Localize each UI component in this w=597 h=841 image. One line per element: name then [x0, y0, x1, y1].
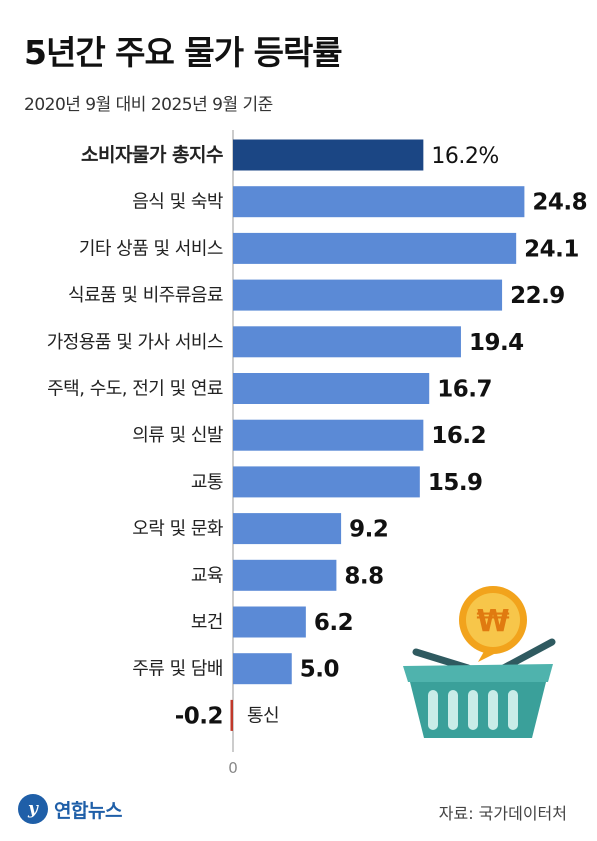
yonhap-logo-text: 연합뉴스: [54, 799, 122, 822]
bar: [233, 186, 525, 218]
shopping-basket-icon: ₩: [403, 586, 556, 738]
category-label: 교통: [191, 472, 223, 493]
bar: [233, 139, 424, 171]
yonhap-logo-mark: y: [18, 794, 48, 824]
value-label: -0.2: [175, 703, 223, 729]
category-label: 주류 및 담배: [132, 659, 223, 680]
category-label: 음식 및 숙박: [132, 192, 223, 213]
value-label: 16.2: [431, 423, 486, 449]
value-label: 9.2: [349, 517, 388, 543]
category-label: 가정용품 및 가사 서비스: [47, 332, 223, 353]
category-label: 교육: [191, 565, 223, 586]
value-label: 19.4: [469, 330, 524, 356]
value-label: 15.9: [428, 470, 483, 496]
bar: [233, 466, 420, 498]
bar-chart: 소비자물가 총지수 16.2% 음식 및 숙박 24.8 기타 상품 및 서비스 24.1…: [47, 130, 588, 777]
category-label: 기타 상품 및 서비스: [79, 238, 223, 259]
category-label: 주택, 수도, 전기 및 연료: [47, 379, 223, 400]
category-label: 식료품 및 비주류음료: [68, 285, 223, 306]
bar: [233, 326, 461, 358]
category-label: 통신: [247, 705, 279, 726]
bar: [233, 419, 424, 451]
category-label: 보건: [191, 612, 223, 633]
bar: [233, 279, 503, 311]
value-label: 6.2: [314, 610, 353, 636]
value-label: 16.7: [437, 377, 492, 403]
won-coin-icon: ₩: [459, 586, 527, 662]
value-label: 22.9: [510, 283, 565, 309]
value-label: 24.8: [532, 190, 587, 216]
chart-subtitle: 2020년 9월 대비 2025년 9월 기준: [24, 95, 273, 115]
bar: [233, 606, 306, 638]
won-coin-symbol: ₩: [476, 604, 509, 639]
category-label: 소비자물가 총지수: [81, 144, 223, 166]
category-label: 의류 및 신발: [132, 425, 223, 446]
bar: [233, 559, 337, 591]
yonhap-logo: y 연합뉴스: [18, 794, 122, 824]
value-label: 16.2%: [431, 144, 498, 169]
chart-title: 5년간 주요 물가 등락률: [24, 33, 343, 72]
value-label: 24.1: [524, 236, 579, 262]
bar: [233, 232, 517, 264]
bar: [233, 373, 430, 404]
value-label: 5.0: [300, 657, 339, 683]
value-label: 8.8: [344, 563, 383, 589]
bar: [233, 653, 292, 685]
bar: [233, 513, 342, 545]
category-label: 오락 및 문화: [132, 519, 223, 540]
source-note: 자료: 국가데이터처: [438, 804, 567, 823]
bar: [230, 699, 233, 731]
x-tick-label: 0: [228, 759, 238, 777]
